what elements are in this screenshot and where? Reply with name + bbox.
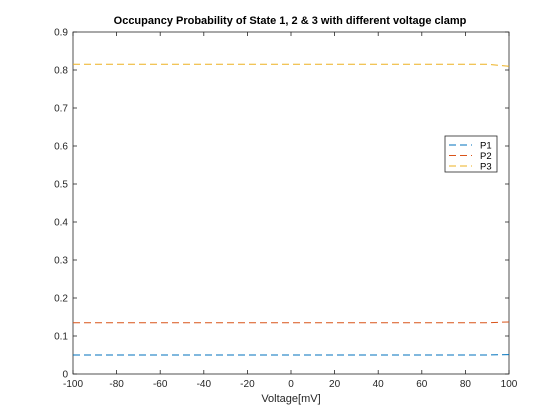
y-tick-label: 0.1 — [54, 332, 68, 343]
y-tick-label: 0.8 — [54, 66, 68, 77]
y-tick-label: 0 — [62, 370, 68, 381]
legend-label-p2: P2 — [480, 151, 492, 162]
y-tick-label: 0.4 — [54, 218, 68, 229]
y-tick-label: 0.7 — [54, 104, 68, 115]
x-tick-label: 100 — [501, 379, 518, 390]
x-tick-label: -100 — [63, 379, 83, 390]
x-tick-label: -40 — [197, 379, 212, 390]
x-tick-label: -20 — [240, 379, 255, 390]
y-tick-label: 0.2 — [54, 294, 68, 305]
x-axis-label: Voltage[mV] — [261, 393, 320, 405]
y-tick-label: 0.5 — [54, 180, 68, 191]
y-tick-label: 0.9 — [54, 28, 68, 39]
chart-title: Occupancy Probability of State 1, 2 & 3 … — [114, 15, 467, 27]
plot-area — [73, 32, 509, 374]
y-tick-label: 0.3 — [54, 256, 68, 267]
legend-label-p3: P3 — [480, 162, 492, 173]
x-tick-label: 20 — [329, 379, 341, 390]
legend-label-p1: P1 — [480, 141, 492, 152]
x-tick-label: 0 — [288, 379, 294, 390]
x-tick-label: 40 — [373, 379, 385, 390]
x-tick-label: -80 — [109, 379, 124, 390]
y-tick-label: 0.6 — [54, 142, 68, 153]
x-tick-label: 60 — [416, 379, 428, 390]
x-tick-label: 80 — [460, 379, 472, 390]
x-tick-label: -60 — [153, 379, 168, 390]
